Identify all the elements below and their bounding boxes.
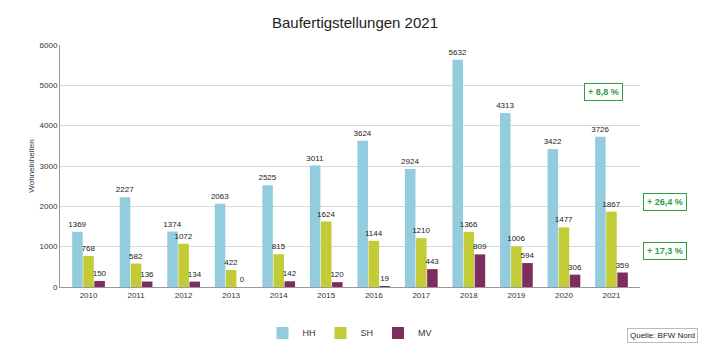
svg-text:809: 809 — [473, 242, 487, 251]
svg-text:422: 422 — [224, 258, 238, 267]
svg-text:1366: 1366 — [460, 220, 478, 229]
svg-text:+ 17,3 %: + 17,3 % — [647, 246, 683, 256]
svg-text:136: 136 — [140, 270, 154, 279]
svg-text:2063: 2063 — [211, 192, 229, 201]
svg-text:142: 142 — [283, 269, 297, 278]
svg-text:1210: 1210 — [412, 226, 430, 235]
svg-text:359: 359 — [616, 261, 630, 270]
svg-text:3000: 3000 — [40, 162, 58, 171]
svg-text:1477: 1477 — [555, 215, 573, 224]
svg-text:3422: 3422 — [544, 137, 562, 146]
svg-text:443: 443 — [425, 257, 439, 266]
svg-text:2016: 2016 — [365, 291, 383, 300]
svg-text:2011: 2011 — [127, 291, 145, 300]
svg-text:2000: 2000 — [40, 202, 58, 211]
svg-text:5000: 5000 — [40, 81, 58, 90]
svg-text:3624: 3624 — [354, 129, 372, 138]
svg-text:3011: 3011 — [306, 154, 324, 163]
svg-text:+ 26,4 %: + 26,4 % — [647, 197, 683, 207]
svg-text:815: 815 — [272, 242, 286, 251]
svg-text:HH: HH — [303, 328, 316, 338]
svg-text:2017: 2017 — [412, 291, 430, 300]
svg-text:2019: 2019 — [507, 291, 525, 300]
svg-text:MV: MV — [418, 328, 432, 338]
svg-text:2010: 2010 — [80, 291, 98, 300]
svg-text:2015: 2015 — [317, 291, 335, 300]
svg-text:1374: 1374 — [163, 220, 181, 229]
svg-text:582: 582 — [129, 252, 143, 261]
svg-text:4313: 4313 — [496, 101, 514, 110]
svg-text:0: 0 — [53, 283, 58, 292]
svg-text:Baufertigstellungen 2021: Baufertigstellungen 2021 — [272, 14, 438, 31]
svg-text:+ 8,8 %: + 8,8 % — [588, 87, 619, 97]
svg-text:0: 0 — [240, 275, 245, 284]
svg-text:1006: 1006 — [507, 234, 525, 243]
svg-text:120: 120 — [330, 270, 344, 279]
svg-text:2014: 2014 — [270, 291, 288, 300]
svg-text:2924: 2924 — [401, 157, 419, 166]
svg-text:1144: 1144 — [365, 229, 383, 238]
svg-text:SH: SH — [361, 328, 374, 338]
svg-text:2021: 2021 — [603, 291, 621, 300]
svg-text:4000: 4000 — [40, 121, 58, 130]
svg-text:3726: 3726 — [591, 125, 609, 134]
svg-text:1369: 1369 — [68, 220, 86, 229]
svg-text:306: 306 — [568, 263, 582, 272]
svg-text:6000: 6000 — [40, 41, 58, 50]
svg-text:5632: 5632 — [449, 48, 467, 57]
svg-text:2018: 2018 — [460, 291, 478, 300]
svg-text:134: 134 — [188, 270, 202, 279]
svg-text:768: 768 — [82, 244, 96, 253]
svg-text:1867: 1867 — [602, 200, 620, 209]
svg-text:2227: 2227 — [116, 185, 134, 194]
svg-text:150: 150 — [93, 269, 107, 278]
svg-text:1072: 1072 — [174, 232, 192, 241]
svg-text:Wohneinheiten: Wohneinheiten — [27, 139, 36, 192]
svg-text:2013: 2013 — [222, 291, 240, 300]
svg-text:19: 19 — [380, 274, 389, 283]
svg-text:Quelle: BFW Nord: Quelle: BFW Nord — [630, 331, 695, 340]
svg-text:594: 594 — [521, 251, 535, 260]
svg-text:2012: 2012 — [175, 291, 193, 300]
svg-text:1624: 1624 — [317, 210, 335, 219]
svg-text:1000: 1000 — [40, 242, 58, 251]
svg-text:2525: 2525 — [258, 173, 276, 182]
svg-text:2020: 2020 — [555, 291, 573, 300]
